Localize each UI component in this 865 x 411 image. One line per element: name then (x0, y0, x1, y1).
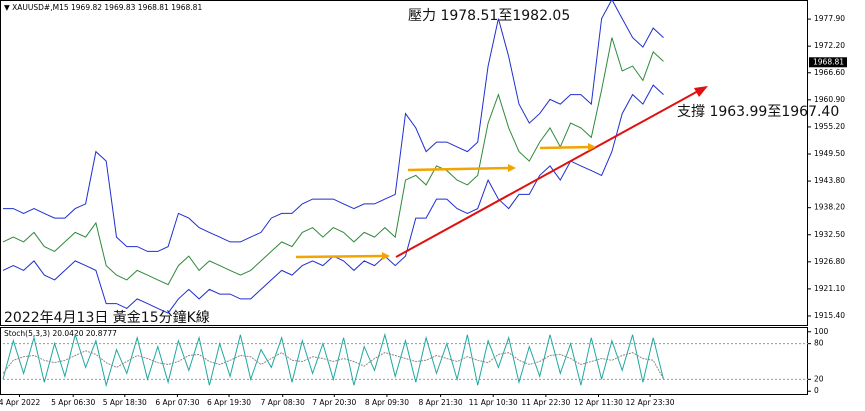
main-panel (0, 0, 808, 326)
y-tick-label: 0 (814, 386, 819, 395)
y-tick-label: 1932.50 (814, 230, 845, 239)
y-tick-label: 100 (814, 327, 829, 336)
y-tick-label: 1949.50 (814, 149, 845, 158)
x-tick-label: 12 Apr 23:30 (626, 398, 675, 407)
series-line (2, 332, 664, 388)
x-tick-label: 8 Apr 09:30 (365, 398, 409, 407)
arrow-head (382, 252, 390, 260)
x-tick-label: 11 Apr 22:30 (521, 398, 570, 407)
x-tick-label: 7 Apr 20:30 (312, 398, 356, 407)
y-tick-label: 1966.60 (814, 68, 845, 77)
y-tick-label: 1938.20 (814, 203, 845, 212)
symbol-header: ▼ XAUUSD#,M15 1969.82 1969.83 1968.81 19… (4, 3, 202, 12)
x-tick-label: 11 Apr 10:30 (469, 398, 518, 407)
x-tick-label: 4 Apr 2022 (0, 398, 41, 407)
trend-arrow (694, 86, 708, 97)
arrow-head (508, 164, 516, 172)
last-price-label: 1968.81 (813, 57, 844, 66)
series-line (2, 37, 664, 286)
x-tick-label: 12 Apr 11:30 (574, 398, 623, 407)
last-price-box (809, 57, 847, 68)
arrow-line (295, 254, 385, 259)
y-tick-label: 1977.90 (814, 14, 845, 23)
x-tick-label: 6 Apr 19:30 (207, 398, 251, 407)
trend-line (395, 89, 701, 258)
y-tick-label: 80 (814, 339, 824, 348)
x-tick-label: 7 Apr 08:30 (261, 398, 305, 407)
x-tick-label: 8 Apr 21:30 (419, 398, 463, 407)
drawn-lines (295, 86, 708, 260)
stoch-title: Stoch(5,3,3) 20.0420 20.8777 (4, 329, 117, 338)
stoch-panel (0, 327, 808, 395)
x-tick-label: 5 Apr 18:30 (103, 398, 147, 407)
y-tick-label: 1960.90 (814, 95, 845, 104)
arrow-line (407, 166, 511, 172)
y-tick-label: 1943.80 (814, 176, 845, 185)
y-tick-label: 1921.10 (814, 284, 845, 293)
y-tick-label: 1955.20 (814, 122, 845, 131)
arrow-line (539, 145, 591, 150)
series-line (3, 0, 664, 252)
y-tick-label: 1972.20 (814, 41, 845, 50)
y-tick-label: 20 (814, 374, 824, 383)
x-tick-label: 6 Apr 07:30 (155, 398, 199, 407)
series-line (2, 350, 664, 379)
arrow-head (588, 143, 596, 151)
y-tick-label: 1926.80 (814, 257, 845, 266)
support-note: 支撐 1963.99至1967.40 (677, 104, 839, 120)
resistance-note: 壓力 1978.51至1982.05 (408, 8, 570, 24)
y-tick-label: 1915.40 (814, 311, 845, 320)
x-tick-label: 5 Apr 06:30 (51, 398, 95, 407)
date-note: 2022年4月13日 黃金15分鐘K線 (4, 309, 210, 326)
